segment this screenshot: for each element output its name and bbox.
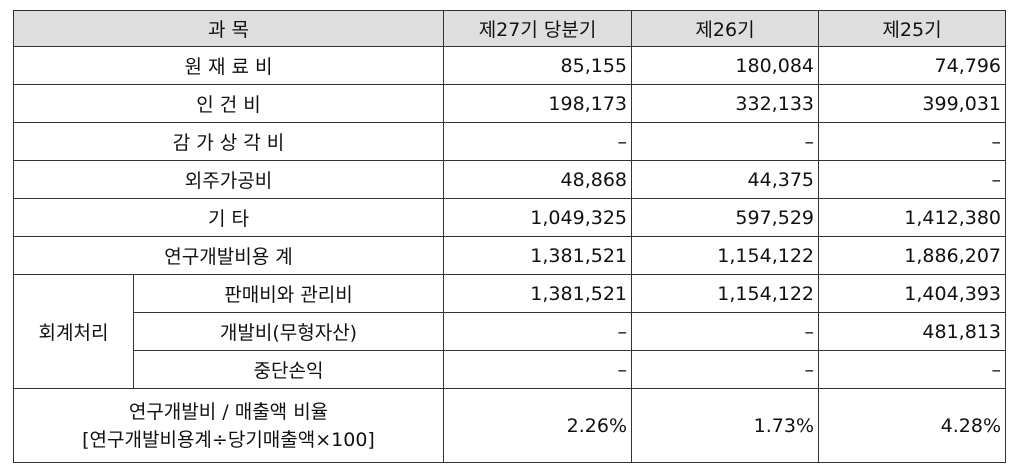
cell-value: 481,813 — [818, 312, 1006, 351]
cell-value: – — [818, 122, 1006, 161]
cell-value: 1,154,122 — [631, 236, 819, 275]
row-label: 기 타 — [13, 198, 444, 237]
cell-value: – — [818, 160, 1006, 199]
header-row: 과 목 제27기 당분기 제26기 제25기 — [13, 10, 1006, 47]
table-row: 원 재 료 비 85,155 180,084 74,796 — [13, 46, 1006, 85]
cell-value: 2.26% — [443, 388, 632, 463]
cell-value: 1,412,380 — [818, 198, 1006, 237]
header-period-26: 제26기 — [631, 10, 819, 47]
row-label: 중단손익 — [133, 350, 444, 389]
cell-value: 1,154,122 — [631, 274, 819, 313]
table-row: 인 건 비 198,173 332,133 399,031 — [13, 84, 1006, 123]
header-subject: 과 목 — [13, 10, 444, 47]
cell-value: 198,173 — [443, 84, 632, 123]
header-period-27: 제27기 당분기 — [443, 10, 632, 47]
cell-value: 85,155 — [443, 46, 632, 85]
table-row: 기 타 1,049,325 597,529 1,412,380 — [13, 198, 1006, 237]
ratio-label-line2: [연구개발비용계÷당기매출액×100] — [82, 428, 375, 451]
cell-value: – — [443, 350, 632, 389]
cell-value: 1.73% — [631, 388, 819, 463]
ratio-label: 연구개발비 / 매출액 비율 [연구개발비용계÷당기매출액×100] — [13, 388, 444, 463]
row-label: 개발비(무형자산) — [133, 312, 444, 351]
cell-value: 1,404,393 — [818, 274, 1006, 313]
accounting-group-label: 회계처리 — [13, 274, 134, 389]
row-label: 연구개발비용 계 — [13, 236, 444, 275]
cell-value: 1,049,325 — [443, 198, 632, 237]
accounting-row: 회계처리 판매비와 관리비 1,381,521 1,154,122 1,404,… — [13, 274, 1006, 389]
cell-value: 48,868 — [443, 160, 632, 199]
cell-value: – — [443, 122, 632, 161]
ratio-label-line1: 연구개발비 / 매출액 비율 — [128, 400, 329, 423]
cell-value: – — [631, 350, 819, 389]
cell-value: 332,133 — [631, 84, 819, 123]
cell-value: – — [443, 312, 632, 351]
total-row: 연구개발비용 계 1,381,521 1,154,122 1,886,207 — [13, 236, 1006, 275]
cell-value: 44,375 — [631, 160, 819, 199]
row-label: 판매비와 관리비 — [133, 274, 444, 313]
rnd-expense-table: 과 목 제27기 당분기 제26기 제25기 원 재 료 비 85,155 18… — [13, 10, 1006, 463]
table-row: 감 가 상 각 비 – – – — [13, 122, 1006, 161]
cell-value: 1,381,521 — [443, 236, 632, 275]
cell-value: 74,796 — [818, 46, 1006, 85]
cell-value: 597,529 — [631, 198, 819, 237]
cell-value: 180,084 — [631, 46, 819, 85]
cell-value: 1,886,207 — [818, 236, 1006, 275]
row-label: 외주가공비 — [13, 160, 444, 199]
cell-value: 4.28% — [818, 388, 1006, 463]
cell-value: 1,381,521 — [443, 274, 632, 313]
accounting-row: 중단손익 – – – — [14, 350, 1006, 389]
cell-value: – — [631, 312, 819, 351]
cell-value: – — [818, 350, 1006, 389]
row-label: 감 가 상 각 비 — [13, 122, 444, 161]
ratio-row: 연구개발비 / 매출액 비율 [연구개발비용계÷당기매출액×100] 2.26%… — [13, 388, 1006, 463]
table-row: 외주가공비 48,868 44,375 – — [13, 160, 1006, 199]
cell-value: 399,031 — [818, 84, 1006, 123]
accounting-row: 개발비(무형자산) – – 481,813 — [14, 312, 1006, 351]
row-label: 인 건 비 — [13, 84, 444, 123]
header-period-25: 제25기 — [818, 10, 1006, 47]
cell-value: – — [631, 122, 819, 161]
row-label: 원 재 료 비 — [13, 46, 444, 85]
